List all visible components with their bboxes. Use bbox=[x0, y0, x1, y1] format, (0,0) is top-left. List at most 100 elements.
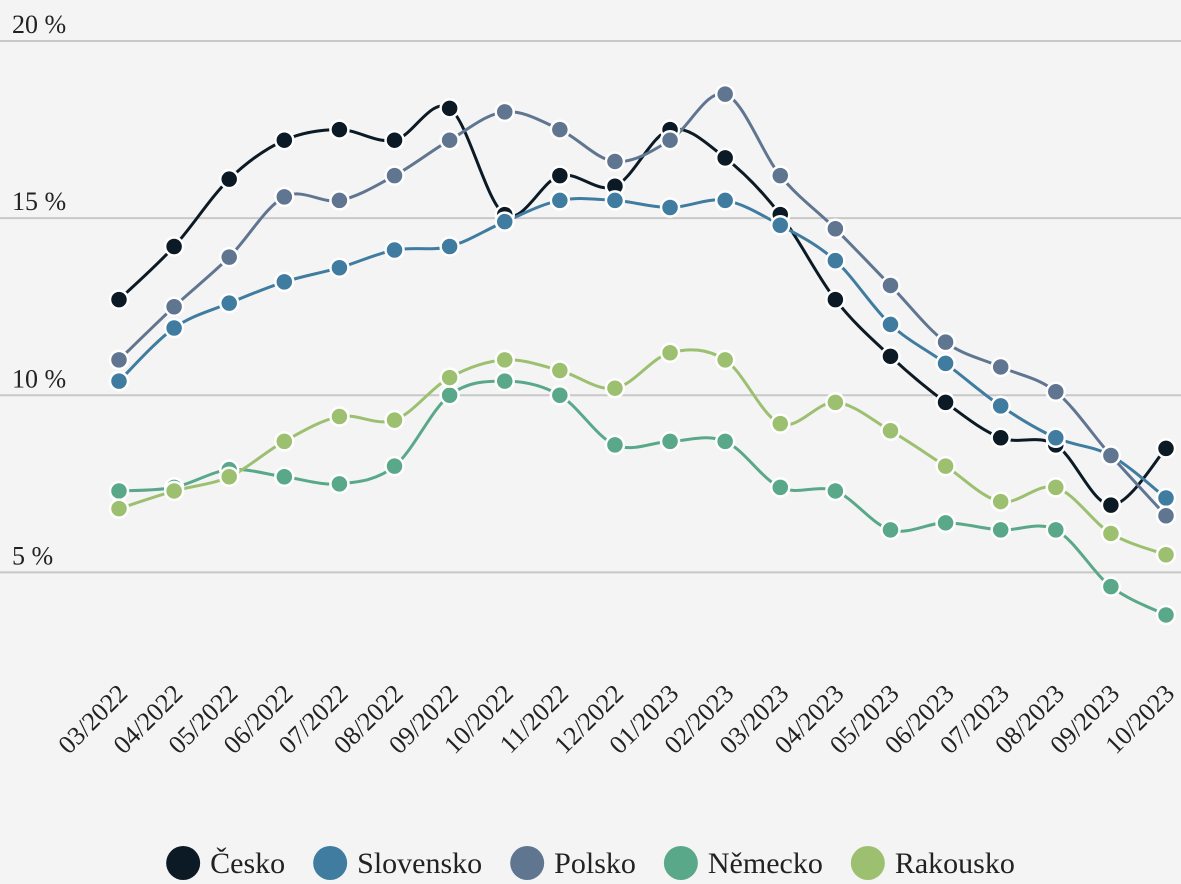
point bbox=[604, 434, 626, 456]
point bbox=[1100, 494, 1122, 516]
point bbox=[825, 250, 846, 271]
legend-label: Rakousko bbox=[895, 847, 1015, 880]
legend-label: Česko bbox=[210, 847, 285, 880]
series-line bbox=[117, 92, 1168, 517]
point bbox=[1155, 487, 1177, 509]
point bbox=[494, 370, 515, 392]
point bbox=[329, 190, 350, 211]
point bbox=[439, 236, 460, 257]
point bbox=[825, 480, 846, 502]
point bbox=[825, 289, 846, 310]
point bbox=[990, 356, 1011, 378]
point bbox=[1045, 381, 1067, 402]
point bbox=[1100, 445, 1122, 466]
point bbox=[604, 377, 626, 399]
point bbox=[714, 190, 736, 211]
point bbox=[439, 98, 460, 119]
point bbox=[659, 431, 681, 452]
point bbox=[329, 119, 350, 140]
legend-marker bbox=[510, 846, 545, 880]
point bbox=[549, 360, 571, 381]
point bbox=[604, 151, 626, 172]
point bbox=[1100, 523, 1122, 544]
point bbox=[935, 512, 956, 534]
point bbox=[549, 190, 571, 211]
point bbox=[935, 455, 956, 477]
point bbox=[935, 353, 956, 374]
point bbox=[108, 370, 130, 392]
legend: Česko Slovensko Polsko Německo Rakousko bbox=[166, 846, 1015, 880]
series-line bbox=[117, 197, 1167, 500]
point bbox=[935, 392, 956, 413]
point bbox=[274, 431, 295, 452]
point bbox=[108, 480, 130, 502]
point bbox=[163, 480, 185, 502]
legend-marker bbox=[313, 846, 348, 880]
point bbox=[218, 246, 240, 268]
point bbox=[1045, 519, 1067, 541]
point bbox=[274, 271, 295, 293]
point bbox=[990, 491, 1011, 512]
point bbox=[659, 129, 681, 151]
point bbox=[384, 239, 405, 261]
legend-label: Německo bbox=[708, 847, 823, 880]
y-tick-label: 10 % bbox=[12, 364, 66, 393]
point bbox=[770, 165, 791, 186]
point bbox=[770, 413, 791, 434]
point bbox=[714, 147, 736, 169]
point bbox=[1045, 477, 1067, 498]
point bbox=[218, 292, 240, 314]
legend-label: Slovensko bbox=[357, 847, 482, 880]
point bbox=[329, 473, 350, 495]
y-tick-label: 15 % bbox=[12, 187, 66, 216]
y-tick-label: 5 % bbox=[12, 541, 53, 570]
point bbox=[384, 129, 405, 151]
point bbox=[163, 317, 185, 339]
point bbox=[494, 101, 515, 123]
point bbox=[770, 214, 791, 236]
point bbox=[549, 119, 571, 140]
point bbox=[494, 349, 515, 371]
point bbox=[714, 349, 736, 371]
point bbox=[218, 168, 240, 190]
point bbox=[218, 466, 240, 488]
point bbox=[274, 186, 295, 208]
point bbox=[990, 395, 1011, 417]
point bbox=[880, 314, 901, 335]
point bbox=[1155, 438, 1177, 459]
point bbox=[880, 275, 901, 296]
point bbox=[439, 385, 460, 406]
point bbox=[825, 392, 846, 413]
point bbox=[935, 331, 956, 353]
point bbox=[714, 431, 736, 452]
point bbox=[825, 218, 846, 240]
point bbox=[163, 296, 185, 317]
legend-label: Polsko bbox=[554, 847, 636, 880]
point bbox=[1100, 576, 1122, 597]
point bbox=[659, 197, 681, 218]
y-tick-label: 20 % bbox=[12, 10, 66, 39]
point bbox=[659, 342, 681, 364]
point bbox=[108, 289, 130, 310]
legend-marker bbox=[166, 846, 201, 880]
legend-marker bbox=[850, 846, 885, 880]
point bbox=[163, 236, 185, 257]
point bbox=[880, 519, 901, 541]
point bbox=[880, 420, 901, 441]
point bbox=[770, 477, 791, 498]
point bbox=[384, 409, 405, 431]
point bbox=[549, 385, 571, 406]
point bbox=[1155, 544, 1177, 565]
point bbox=[549, 165, 571, 186]
point bbox=[1155, 505, 1177, 526]
point bbox=[1045, 427, 1067, 449]
point bbox=[494, 211, 515, 232]
point bbox=[604, 190, 626, 211]
point bbox=[274, 129, 295, 151]
point bbox=[274, 466, 295, 488]
legend-marker bbox=[663, 846, 698, 880]
point bbox=[108, 349, 130, 371]
point bbox=[384, 165, 405, 186]
